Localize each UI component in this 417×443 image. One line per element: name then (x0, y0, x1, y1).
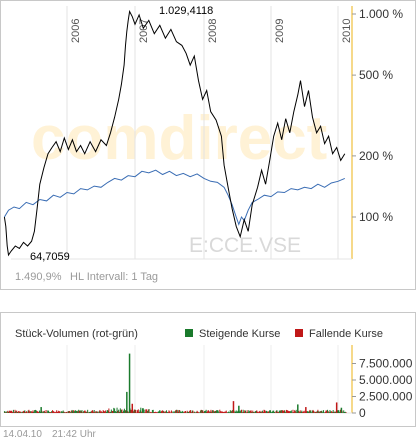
volume-tick-label: 2.500.000 (359, 390, 413, 404)
year-label: 2009 (274, 19, 286, 43)
stock-price-line (3, 9, 346, 257)
symbol-label: E:CCE.VSE (189, 234, 301, 257)
legend-falling-label: Fallende Kurse (309, 328, 383, 340)
max-annotation: 1.029,4118 (159, 5, 213, 17)
volume-tick-label: 0 (359, 406, 366, 420)
benchmark-line (3, 169, 345, 226)
volume-chart: Stück-Volumen (rot-grün) Steigende Kurse… (3, 328, 413, 420)
footer-date: 14.04.10 (3, 429, 42, 440)
year-label: 2006 (70, 19, 82, 43)
min-annotation: 64,7059 (30, 251, 70, 263)
footer-timestamp: 14.04.10 21:42 Uhr (3, 429, 106, 440)
year-label: 2010 (341, 19, 353, 43)
price-tick-label: 500 % (359, 68, 393, 82)
footer-time: 21:42 Uhr (51, 429, 96, 440)
legend-swatch-rising (185, 329, 193, 337)
legend-rising-label: Steigende Kurse (199, 328, 280, 340)
year-label: 2007 (138, 19, 150, 43)
year-label: 2008 (207, 19, 219, 43)
volume-chart-panel: Stück-Volumen (rot-grün) Steigende Kurse… (0, 312, 416, 427)
price-tick-label: 1.000 % (359, 7, 403, 21)
status-text: 1.490,9% (15, 271, 62, 283)
watermark: comdirect (31, 104, 327, 173)
price-chart: comdirect 2006 2007 2008 2009 2010 1.000 % 50… (3, 5, 403, 283)
price-tick-label: 100 % (359, 210, 393, 224)
price-tick-label: 200 % (359, 149, 393, 163)
volume-title: Stück-Volumen (rot-grün) (15, 328, 138, 340)
legend-swatch-falling (295, 329, 303, 337)
price-chart-panel: comdirect 2006 2007 2008 2009 2010 1.000 % 50… (0, 0, 416, 290)
volume-tick-label: 7.500.000 (359, 357, 413, 371)
volume-tick-label: 5.000.000 (359, 373, 413, 387)
hl-interval-label: HL Intervall: 1 Tag (70, 271, 158, 283)
